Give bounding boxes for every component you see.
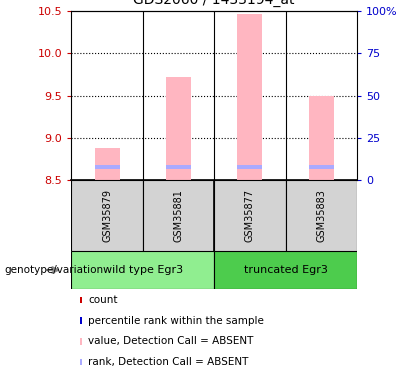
Bar xyxy=(166,165,191,170)
Text: percentile rank within the sample: percentile rank within the sample xyxy=(88,316,264,326)
Bar xyxy=(214,251,357,289)
Bar xyxy=(309,165,334,170)
Text: genotype/variation: genotype/variation xyxy=(4,265,103,275)
Bar xyxy=(214,180,286,251)
Bar xyxy=(286,180,357,251)
Text: GSM35879: GSM35879 xyxy=(102,189,112,242)
Bar xyxy=(71,251,214,289)
Bar xyxy=(143,180,214,251)
Text: truncated Egr3: truncated Egr3 xyxy=(244,265,328,275)
Text: count: count xyxy=(88,295,118,305)
Text: rank, Detection Call = ABSENT: rank, Detection Call = ABSENT xyxy=(88,357,248,367)
Bar xyxy=(94,148,120,180)
Text: GSM35877: GSM35877 xyxy=(245,189,255,242)
Title: GDS2060 / 1433194_at: GDS2060 / 1433194_at xyxy=(134,0,295,8)
Bar xyxy=(237,14,262,180)
Text: GSM35883: GSM35883 xyxy=(316,189,326,242)
Text: wild type Egr3: wild type Egr3 xyxy=(103,265,183,275)
Bar xyxy=(237,165,262,170)
Bar xyxy=(71,180,143,251)
Text: value, Detection Call = ABSENT: value, Detection Call = ABSENT xyxy=(88,336,253,346)
Bar xyxy=(166,77,191,180)
Text: GSM35881: GSM35881 xyxy=(173,189,184,242)
Bar xyxy=(94,165,120,170)
Bar xyxy=(309,96,334,180)
